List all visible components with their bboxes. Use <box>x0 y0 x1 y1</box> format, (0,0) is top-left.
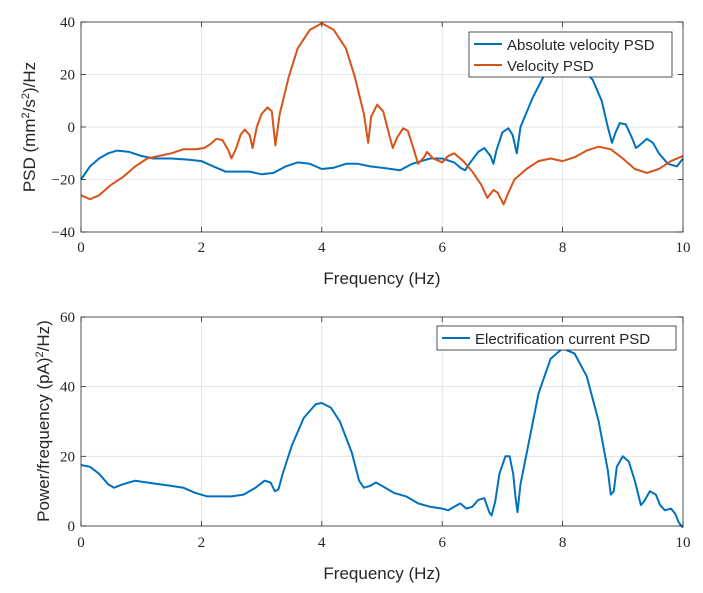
bottom-chart: 0 2 4 6 8 10 0 20 40 60 Frequency (Hz) Power/freq… <box>34 310 691 583</box>
top-chart-xlabel: Frequency (Hz) <box>323 269 440 288</box>
bottom-chart-frame <box>80 316 684 527</box>
x-tick-label: 2 <box>198 535 206 551</box>
x-tick-label: 6 <box>438 535 446 551</box>
legend-label-electrification-current: Electrification current PSD <box>475 331 650 348</box>
top-chart-ylabel: PSD (mm2/s2)/Hz <box>20 62 39 192</box>
top-chart-series <box>80 22 684 206</box>
legend-label-absolute-velocity: Absolute velocity PSD <box>507 37 655 54</box>
top-chart: 0 2 4 6 8 10 −40 −20 0 20 40 Frequency (Hz) PSD (m… <box>20 15 691 288</box>
bottom-chart-grid <box>81 317 683 526</box>
x-tick-label: 0 <box>77 240 85 256</box>
top-chart-ticks: 0 2 4 6 8 10 −40 −20 0 20 40 <box>52 15 691 256</box>
y-tick-label: 20 <box>60 68 75 84</box>
x-tick-label: 4 <box>318 535 326 551</box>
x-tick-label: 2 <box>198 240 206 256</box>
y-tick-label: 60 <box>60 310 75 326</box>
y-tick-label: 0 <box>68 120 76 136</box>
top-chart-legend-box <box>468 31 673 78</box>
x-tick-label: 8 <box>559 240 567 256</box>
bottom-chart-legend[interactable]: Electrification current PSD <box>436 325 677 351</box>
series-line-absolute-velocity-psd <box>80 60 684 181</box>
bottom-chart-xlabel: Frequency (Hz) <box>323 564 440 583</box>
x-tick-label: 8 <box>559 535 567 551</box>
x-tick-label: 4 <box>318 240 326 256</box>
x-tick-label: 10 <box>676 240 691 256</box>
y-tick-label: 20 <box>60 449 75 465</box>
bottom-chart-ticks: 0 2 4 6 8 10 0 20 40 60 <box>60 310 691 551</box>
x-tick-label: 10 <box>676 535 691 551</box>
bottom-chart-plot-area <box>81 317 683 526</box>
series-line-electrification-current-psd <box>80 347 684 529</box>
series-line-velocity-psd <box>80 22 684 206</box>
top-chart-legend[interactable]: Absolute velocity PSD Velocity PSD <box>468 31 673 78</box>
y-tick-label: −20 <box>52 173 75 189</box>
bottom-chart-ylabel: Power/frequency (pA)2/Hz) <box>34 320 53 522</box>
x-tick-label: 6 <box>438 240 446 256</box>
bottom-chart-series <box>80 347 684 529</box>
y-tick-label: 40 <box>60 380 75 396</box>
y-tick-label: 0 <box>68 519 76 535</box>
x-tick-label: 0 <box>77 535 85 551</box>
bottom-chart-legend-box <box>436 325 677 351</box>
y-tick-label: 40 <box>60 15 75 31</box>
legend-label-velocity: Velocity PSD <box>507 58 594 75</box>
y-tick-label: −40 <box>52 225 75 241</box>
